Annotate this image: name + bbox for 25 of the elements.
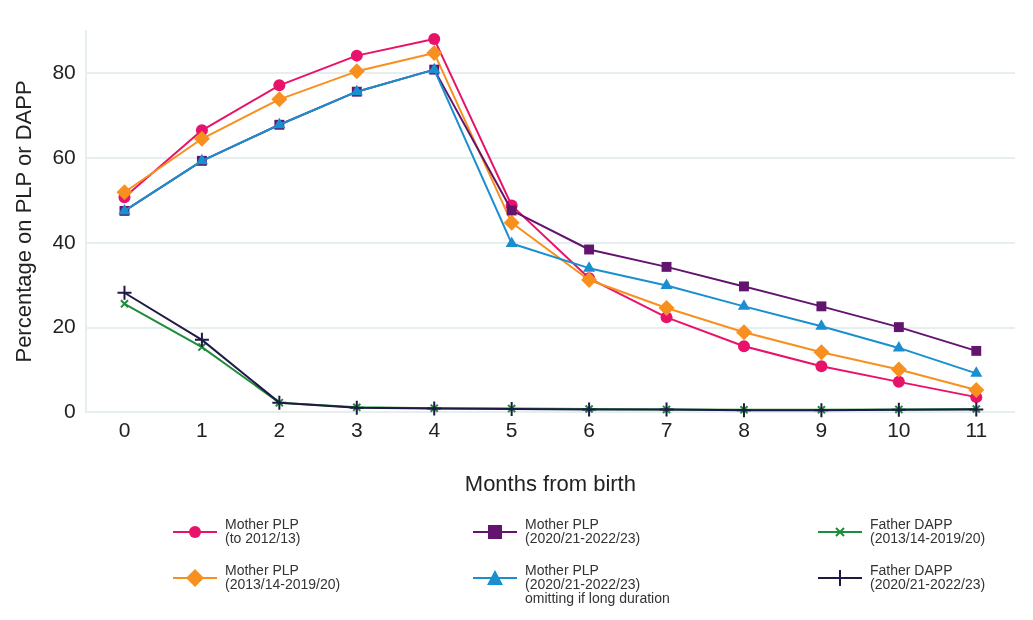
x-tick-label: 6 bbox=[583, 417, 595, 441]
legend-label: Father DAPP (2020/21-2022/23) bbox=[870, 561, 986, 592]
y-tick-label: 80 bbox=[52, 59, 76, 83]
x-tick-label: 3 bbox=[350, 417, 363, 441]
y-axis-title: Percentage on PLP or DAPP bbox=[11, 80, 37, 363]
legend-label: Father DAPP (2013/14-2019/20) bbox=[870, 515, 986, 546]
x-tick-label: 7 bbox=[660, 417, 673, 441]
x-tick-label: 9 bbox=[815, 417, 828, 441]
legend-label: Mother PLP (2020/21-2022/23) omitting if long duration bbox=[525, 561, 670, 606]
x-tick-label: 0 bbox=[118, 417, 131, 441]
x-tick-label: 10 bbox=[887, 417, 911, 441]
x-tick-label: 1 bbox=[196, 417, 208, 441]
y-tick-label: 20 bbox=[52, 314, 76, 338]
legend-label: Mother PLP (2013/14-2019/20) bbox=[225, 561, 341, 592]
legend-label: Mother PLP (2020/21-2022/23) bbox=[525, 515, 641, 546]
y-tick-label: 0 bbox=[64, 399, 76, 423]
x-tick-label: 4 bbox=[428, 417, 441, 441]
x-tick-label: 5 bbox=[505, 417, 518, 441]
x-tick-label: 2 bbox=[273, 417, 286, 441]
x-tick-label: 8 bbox=[738, 417, 750, 441]
x-tick-label: 11 bbox=[965, 417, 988, 441]
x-axis-title: Months from birth bbox=[464, 470, 636, 496]
legend-label: Mother PLP (to 2012/13) bbox=[225, 515, 301, 546]
y-tick-label: 40 bbox=[52, 229, 76, 253]
y-tick-label: 60 bbox=[52, 144, 76, 168]
